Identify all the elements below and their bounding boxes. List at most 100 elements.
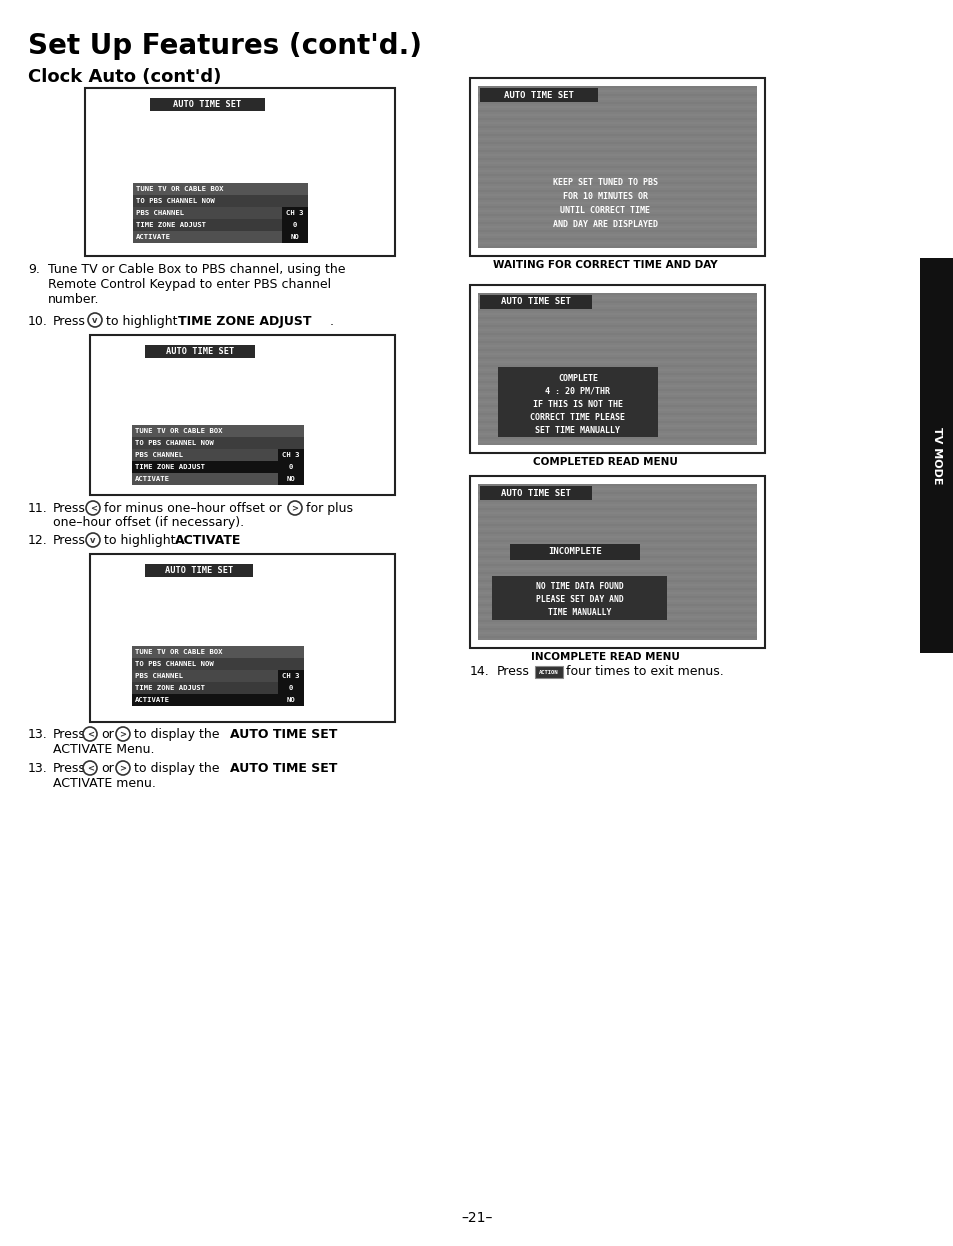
- Text: CH 3: CH 3: [282, 673, 299, 679]
- Bar: [477, 182, 757, 184]
- Bar: [477, 302, 757, 303]
- Text: PBS CHANNEL: PBS CHANNEL: [135, 452, 183, 459]
- Text: ACTIVATE: ACTIVATE: [136, 234, 171, 240]
- Text: TUNE TV OR CABLE BOX: TUNE TV OR CABLE BOX: [135, 427, 222, 434]
- Bar: [477, 564, 757, 566]
- Bar: [477, 349, 757, 351]
- Text: 13.: 13.: [28, 728, 48, 741]
- Bar: [132, 437, 304, 449]
- Bar: [477, 189, 757, 192]
- Bar: [477, 385, 757, 388]
- Bar: [477, 548, 757, 549]
- Bar: [477, 365, 757, 368]
- Bar: [477, 86, 757, 88]
- Bar: [477, 93, 757, 96]
- Bar: [477, 604, 757, 606]
- Bar: [510, 545, 639, 559]
- Bar: [277, 694, 304, 706]
- Text: TIME ZONE ADJUST: TIME ZONE ADJUST: [135, 685, 205, 692]
- Bar: [477, 525, 757, 526]
- Text: 0: 0: [289, 685, 293, 692]
- Text: 13.: 13.: [28, 763, 48, 775]
- Text: ACTIVATE: ACTIVATE: [135, 697, 170, 703]
- Text: to display the: to display the: [133, 763, 219, 775]
- Bar: [132, 449, 304, 461]
- Text: Set Up Features (cont'd.): Set Up Features (cont'd.): [28, 32, 421, 60]
- Text: AND DAY ARE DISPLAYED: AND DAY ARE DISPLAYED: [553, 221, 658, 229]
- Bar: [132, 658, 304, 670]
- Bar: [477, 381, 757, 383]
- Bar: [477, 536, 757, 538]
- Text: for minus one–hour offset or: for minus one–hour offset or: [104, 502, 281, 515]
- Text: .: .: [330, 315, 334, 328]
- Bar: [477, 483, 757, 486]
- Text: TV MODE: TV MODE: [931, 426, 941, 485]
- Bar: [477, 238, 757, 240]
- Bar: [477, 632, 757, 634]
- Text: Tune TV or Cable Box to PBS channel, using the
Remote Control Keypad to enter PB: Tune TV or Cable Box to PBS channel, usi…: [48, 263, 345, 307]
- Text: AUTO TIME SET: AUTO TIME SET: [230, 763, 337, 775]
- Text: TIME MANUALLY: TIME MANUALLY: [547, 608, 611, 617]
- Bar: [477, 242, 757, 244]
- Text: Press: Press: [53, 763, 86, 775]
- Text: NO TIME DATA FOUND: NO TIME DATA FOUND: [535, 582, 622, 591]
- Bar: [477, 512, 757, 515]
- Bar: [479, 295, 592, 309]
- Bar: [535, 667, 562, 678]
- Bar: [477, 421, 757, 422]
- Bar: [477, 174, 757, 176]
- Bar: [477, 325, 757, 326]
- Bar: [132, 473, 304, 485]
- Bar: [132, 425, 304, 437]
- Bar: [477, 142, 757, 145]
- Text: Press: Press: [53, 315, 86, 328]
- Bar: [477, 516, 757, 518]
- Bar: [470, 78, 764, 255]
- Bar: [277, 473, 304, 485]
- Text: TUNE TV OR CABLE BOX: TUNE TV OR CABLE BOX: [135, 649, 222, 655]
- Text: <: <: [90, 503, 97, 513]
- Bar: [477, 500, 757, 502]
- Bar: [477, 429, 757, 431]
- Bar: [477, 559, 757, 562]
- Text: Press: Press: [53, 728, 86, 741]
- Bar: [132, 461, 304, 473]
- Bar: [477, 333, 757, 335]
- Bar: [282, 219, 308, 231]
- Text: 11.: 11.: [28, 502, 48, 515]
- Bar: [477, 102, 757, 103]
- Text: –21–: –21–: [461, 1211, 492, 1225]
- Bar: [497, 368, 658, 437]
- Text: Clock Auto (cont'd): Clock Auto (cont'd): [28, 69, 221, 86]
- Bar: [477, 178, 757, 179]
- Bar: [477, 568, 757, 569]
- Bar: [477, 293, 757, 295]
- Bar: [145, 564, 253, 577]
- Bar: [132, 196, 308, 207]
- Text: PBS CHANNEL: PBS CHANNEL: [135, 673, 183, 679]
- Text: NO: NO: [286, 476, 295, 482]
- Text: KEEP SET TUNED TO PBS: KEEP SET TUNED TO PBS: [553, 178, 658, 187]
- Text: AUTO TIME SET: AUTO TIME SET: [503, 91, 574, 100]
- Bar: [479, 486, 592, 500]
- Text: Press: Press: [53, 535, 86, 547]
- Bar: [477, 389, 757, 391]
- Bar: [477, 592, 757, 594]
- Bar: [477, 341, 757, 343]
- Text: 4 : 20 PM/THR: 4 : 20 PM/THR: [545, 388, 610, 396]
- Bar: [477, 392, 757, 395]
- Bar: [477, 336, 757, 339]
- Bar: [477, 556, 757, 558]
- Text: or: or: [101, 763, 113, 775]
- Bar: [477, 155, 757, 156]
- Text: or: or: [101, 728, 113, 741]
- Bar: [477, 309, 757, 312]
- Text: PBS CHANNEL: PBS CHANNEL: [136, 211, 184, 216]
- Text: 0: 0: [293, 222, 297, 228]
- Text: CH 3: CH 3: [282, 452, 299, 459]
- Bar: [477, 528, 757, 530]
- Bar: [477, 520, 757, 522]
- Text: TO PBS CHANNEL NOW: TO PBS CHANNEL NOW: [135, 440, 213, 446]
- Text: v: v: [92, 316, 97, 325]
- Text: Press: Press: [497, 665, 529, 678]
